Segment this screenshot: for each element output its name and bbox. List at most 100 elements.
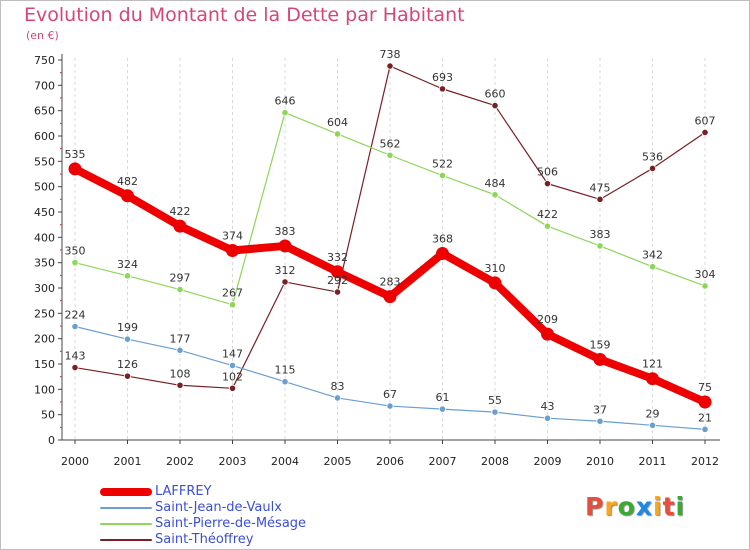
- chart-title: Evolution du Montant de la Dette par Hab…: [24, 4, 465, 26]
- data-label: 604: [327, 116, 348, 129]
- data-point: [123, 335, 132, 343]
- logo-letter: P: [585, 492, 605, 521]
- x-tick-label: 2009: [534, 455, 562, 468]
- x-tick-label: 2000: [61, 455, 89, 468]
- x-tick-label: 2001: [114, 455, 142, 468]
- data-point: [176, 285, 184, 294]
- data-label: 209: [537, 313, 558, 326]
- legend-label: Saint-Théoffrey: [155, 532, 254, 547]
- data-label: 374: [222, 230, 243, 243]
- data-label: 177: [170, 332, 191, 345]
- data-label: 383: [275, 225, 296, 238]
- y-tick-label: 350: [34, 257, 55, 270]
- data-point: [173, 219, 187, 233]
- data-label: 283: [380, 276, 401, 289]
- data-label: 310: [485, 262, 506, 275]
- grid: [74, 58, 706, 440]
- data-label: 368: [432, 233, 453, 246]
- data-label: 37: [593, 403, 607, 416]
- data-label: 342: [642, 249, 663, 262]
- data-label: 562: [380, 137, 401, 150]
- data-point: [698, 395, 712, 409]
- data-point: [333, 394, 342, 402]
- y-tick-label: 500: [34, 181, 55, 194]
- data-label: 297: [170, 272, 191, 285]
- legend-item: LAFFREY: [100, 484, 400, 500]
- x-tick-label: 2006: [376, 455, 404, 468]
- data-point: [281, 109, 289, 117]
- data-point: [228, 384, 237, 392]
- y-tick-label: 200: [34, 333, 55, 346]
- y-tick-label: 600: [34, 130, 55, 143]
- data-point: [386, 62, 394, 70]
- data-point: [701, 425, 709, 433]
- data-point: [123, 272, 132, 280]
- data-point: [71, 322, 79, 331]
- data-point: [123, 372, 132, 380]
- x-tick-label: 2005: [324, 455, 352, 468]
- data-label: 102: [222, 370, 243, 383]
- data-label: 55: [488, 394, 502, 407]
- chart-unit-label: (en €): [26, 29, 59, 42]
- legend-item: Saint-Jean-de-Vaulx: [100, 500, 400, 516]
- data-label: 21: [698, 411, 712, 424]
- legend: LAFFREY Saint-Jean-de-Vaulx Saint-Pierre-d…: [100, 484, 400, 548]
- data-label: 121: [642, 358, 663, 371]
- data-point: [596, 417, 604, 425]
- legend-swatch: [100, 539, 152, 541]
- data-point: [386, 151, 394, 159]
- logo-letter: o: [617, 492, 636, 521]
- data-point: [543, 180, 552, 188]
- data-label: 304: [695, 268, 716, 281]
- legend-swatch: [100, 507, 152, 509]
- data-label: 312: [275, 264, 296, 277]
- data-label: 522: [432, 158, 453, 171]
- x-tick-label: 2003: [219, 455, 247, 468]
- data-point: [596, 242, 604, 250]
- y-tick-label: 450: [34, 206, 55, 219]
- y-tick-label: 700: [34, 79, 55, 92]
- data-label: 147: [222, 348, 243, 361]
- data-point: [333, 288, 342, 296]
- data-point: [281, 278, 289, 286]
- proxiti-logo: Proxiti: [585, 492, 685, 521]
- legend-swatch: [100, 523, 152, 525]
- data-label: 607: [695, 114, 716, 127]
- data-label: 115: [275, 364, 296, 377]
- data-label: 738: [380, 48, 401, 61]
- axes: 0 50 100 150 200 250 300 350 400 450 500 550 600 650 7…: [34, 54, 720, 468]
- y-tick-label: 50: [41, 409, 55, 422]
- logo-letter: t: [662, 492, 676, 521]
- data-label: 267: [222, 287, 243, 300]
- data-point: [648, 421, 657, 429]
- data-label: 292: [327, 274, 348, 287]
- data-point: [491, 102, 499, 110]
- data-point: [648, 164, 657, 173]
- x-tick-label: 2002: [166, 455, 194, 468]
- data-point: [228, 361, 237, 370]
- data-point: [648, 263, 657, 271]
- data-point: [226, 244, 239, 258]
- data-label: 324: [117, 258, 138, 271]
- legend-label: Saint-Jean-de-Vaulx: [155, 500, 282, 515]
- data-point: [646, 372, 659, 386]
- data-label: 83: [331, 380, 345, 393]
- data-label: 75: [698, 381, 712, 394]
- data-label: 383: [590, 228, 611, 241]
- data-label: 484: [485, 177, 506, 190]
- data-label: 350: [65, 245, 86, 258]
- y-tick-label: 300: [34, 282, 55, 295]
- legend-swatch: [100, 488, 152, 496]
- x-tick-label: 2011: [639, 455, 667, 468]
- legend-item: Saint-Théoffrey: [100, 532, 400, 548]
- data-label: 535: [65, 148, 86, 161]
- data-point: [541, 327, 554, 341]
- data-point: [71, 259, 79, 267]
- data-point: [331, 265, 344, 279]
- data-label: 61: [436, 391, 450, 404]
- y-tick-label: 550: [34, 155, 55, 168]
- data-point: [383, 290, 397, 304]
- data-point: [68, 162, 82, 176]
- data-point: [333, 130, 342, 138]
